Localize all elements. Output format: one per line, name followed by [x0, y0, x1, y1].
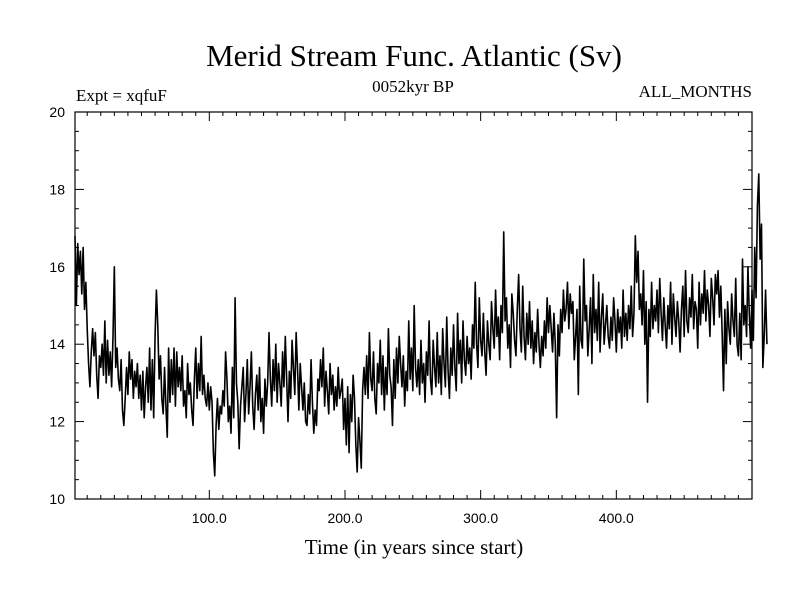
- chart-subtitle-center: 0052kyr BP: [372, 77, 454, 96]
- y-tick-labels: 10 12 14 16 18 20: [49, 104, 65, 507]
- x-tick-label: 200.0: [327, 510, 362, 526]
- y-tick-label: 12: [49, 414, 65, 430]
- x-tick-label: 300.0: [463, 510, 498, 526]
- x-tick-label: 100.0: [192, 510, 227, 526]
- series-line: [74, 173, 768, 477]
- plot-area: [74, 111, 768, 500]
- y-tick-label: 16: [49, 259, 65, 275]
- x-tick-label: 400.0: [599, 510, 634, 526]
- y-tick-label: 20: [49, 104, 65, 120]
- chart-subtitle-right: ALL_MONTHS: [639, 82, 752, 101]
- y-tick-label: 10: [49, 491, 65, 507]
- x-tick-labels: 100.0 200.0 300.0 400.0: [192, 510, 634, 526]
- plot-frame: [74, 111, 753, 500]
- y-tick-label: 14: [49, 336, 65, 352]
- chart-title: Merid Stream Func. Atlantic (Sv): [206, 38, 622, 73]
- x-axis-label: Time (in years since start): [305, 535, 524, 559]
- y-tick-label: 18: [49, 181, 65, 197]
- chart-subtitle-left: Expt = xqfuF: [76, 86, 167, 105]
